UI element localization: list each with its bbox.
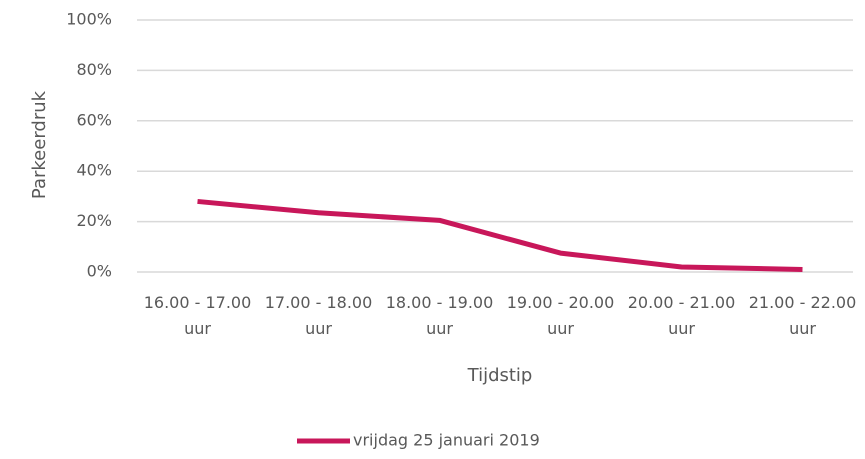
- y-tick-label: 80%: [76, 60, 112, 79]
- x-tick-label: 19.00 - 20.00 uur: [506, 293, 615, 338]
- data-line: [197, 198, 803, 272]
- x-tick-label: 21.00 - 22.00 uur: [748, 293, 857, 338]
- y-tick-label: 20%: [76, 211, 112, 230]
- x-tick-label: 18.00 - 19.00 uur: [385, 293, 494, 338]
- y-axis-label: Parkeerdruk: [29, 90, 50, 199]
- x-tick-label: 17.00 - 18.00 uur: [264, 293, 373, 338]
- legend-label: vrijdag 25 januari 2019: [353, 431, 540, 450]
- x-axis-label: Tijdstip: [467, 365, 533, 386]
- y-tick-label: 0%: [87, 262, 112, 281]
- y-tick-label: 60%: [76, 110, 112, 129]
- y-tick-label: 40%: [76, 161, 112, 180]
- x-tick-label: 16.00 - 17.00 uur: [143, 293, 252, 338]
- y-tick-label: 100%: [66, 10, 112, 29]
- x-tick-label: 20.00 - 21.00 uur: [627, 293, 736, 338]
